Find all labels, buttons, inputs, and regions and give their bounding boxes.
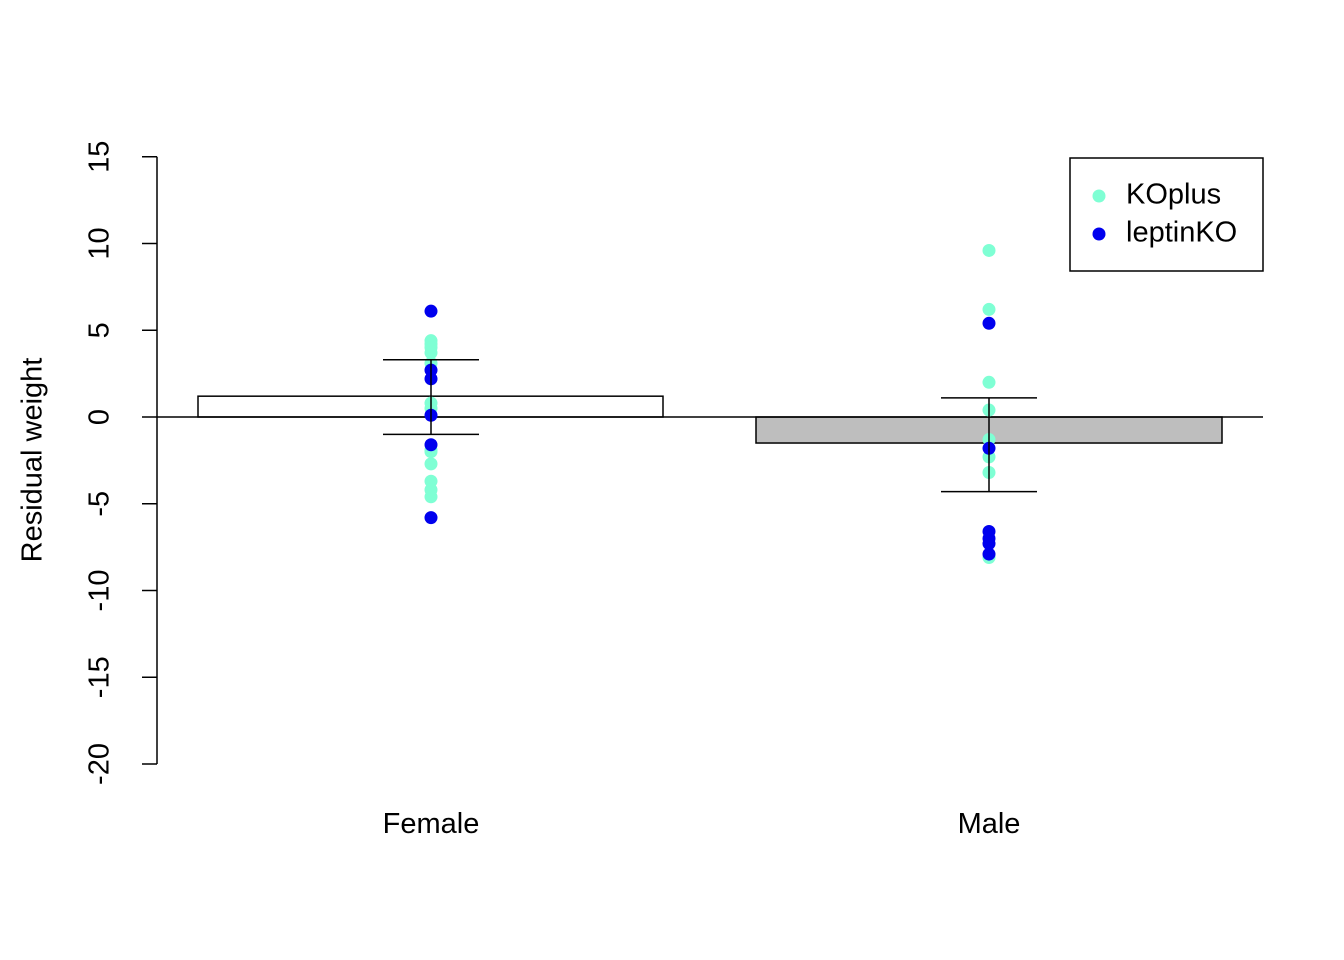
point-leptinko-male	[982, 547, 996, 561]
error-bar-male	[941, 397, 1037, 493]
point-koplus-female	[424, 457, 438, 471]
point-leptinko-male	[982, 537, 996, 551]
bars-layer	[197, 395, 1223, 444]
point-koplus-male	[982, 243, 996, 257]
point-koplus-female	[424, 346, 438, 360]
point-leptinko-female	[424, 304, 438, 318]
legend-marker-leptinko	[1092, 227, 1106, 241]
y-tick-label: 10	[84, 227, 116, 259]
point-koplus-male	[982, 302, 996, 316]
y-tick-label: -15	[84, 656, 116, 698]
point-leptinko-male	[982, 316, 996, 330]
legend-label-leptinko: leptinKO	[1126, 217, 1237, 249]
y-axis-label: Residual weight	[17, 358, 49, 563]
error-bar-female	[383, 358, 479, 436]
x-tick-labels: Female Male	[383, 808, 1021, 840]
y-axis: -20 -15 -10 -5 0 5 10 15	[84, 141, 158, 785]
legend-marker-koplus	[1092, 189, 1106, 203]
y-tick-label: 15	[84, 141, 116, 173]
error-bars-layer	[383, 358, 1037, 493]
x-tick-label-female: Female	[383, 808, 480, 840]
legend: KOplus leptinKO	[1069, 157, 1264, 272]
point-leptinko-female	[424, 511, 438, 525]
legend-box	[1069, 157, 1264, 272]
y-tick-label: 5	[84, 322, 116, 338]
x-tick-label-male: Male	[958, 808, 1021, 840]
y-tick-label: -5	[84, 491, 116, 517]
y-tick-label: -10	[84, 570, 116, 612]
y-tick-label: -20	[84, 743, 116, 785]
point-leptinko-female	[424, 438, 438, 452]
y-tick-label: 0	[84, 409, 116, 425]
legend-label-koplus: KOplus	[1126, 179, 1221, 211]
point-koplus-female	[424, 490, 438, 504]
point-koplus-male	[982, 375, 996, 389]
